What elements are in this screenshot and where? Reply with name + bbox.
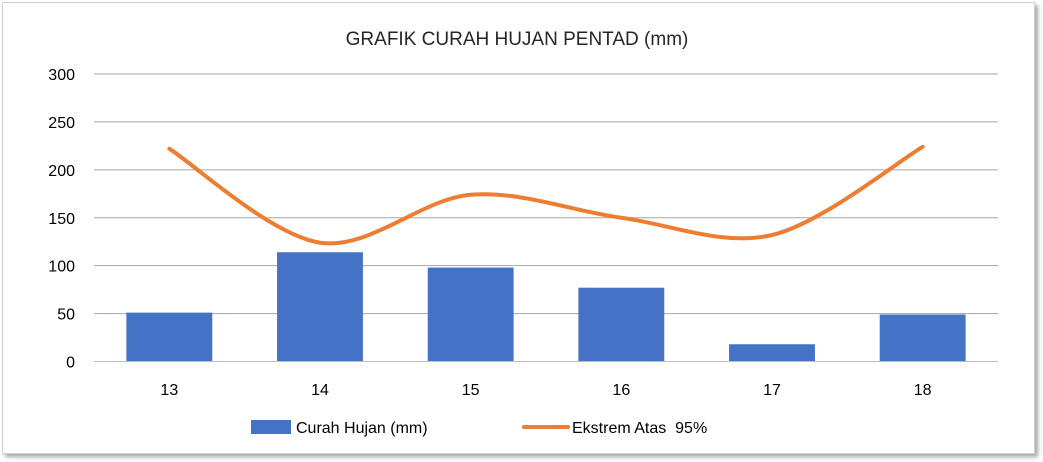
x-axis-ticks: 13 14 15 16 17 18 [160,382,931,399]
x-tick-label: 14 [311,382,329,399]
bar [729,344,815,362]
y-tick-label: 150 [48,211,75,228]
x-tick-label: 13 [160,382,178,399]
y-tick-label: 0 [66,355,75,372]
y-tick-label: 100 [48,259,75,276]
y-tick-label: 300 [48,67,75,84]
bar [578,287,665,362]
chart-frame [2,2,1035,454]
x-tick-label: 16 [612,382,630,399]
bar [427,267,514,362]
legend: Curah Hujan (mm) Ekstrem Atas 95% [251,420,707,437]
legend-swatch-bar [251,420,291,434]
bar [126,312,213,362]
gridlines [94,73,998,315]
chart-title: GRAFIK CURAH HUJAN PENTAD (mm) [346,29,689,50]
x-tick-label: 18 [914,382,932,399]
legend-label-curah-hujan: Curah Hujan (mm) [296,420,428,437]
bar-series [126,252,966,362]
y-tick-label: 200 [48,163,75,180]
legend-label-ekstrem-atas: Ekstrem Atas 95% [572,420,707,437]
x-tick-label: 17 [763,382,781,399]
y-tick-label: 50 [57,307,75,324]
x-tick-label: 15 [462,382,480,399]
line-series [167,144,925,246]
y-axis-ticks: 0 50 100 150 200 250 300 [48,67,75,372]
series-line [167,144,925,246]
bar [879,314,966,362]
bar [277,252,363,362]
y-tick-label: 250 [48,115,75,132]
